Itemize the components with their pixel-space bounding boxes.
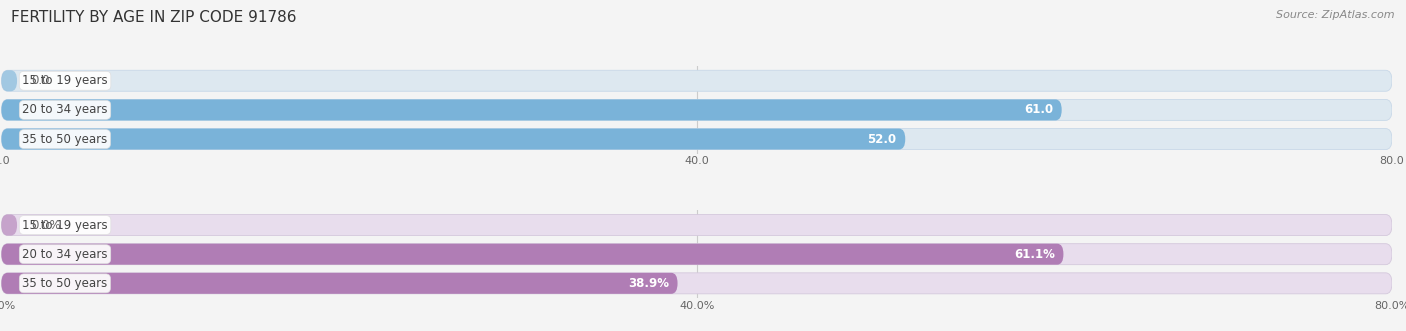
Text: FERTILITY BY AGE IN ZIP CODE 91786: FERTILITY BY AGE IN ZIP CODE 91786 (11, 10, 297, 25)
Text: 0.0: 0.0 (31, 74, 49, 87)
FancyBboxPatch shape (1, 273, 1392, 294)
Text: 15 to 19 years: 15 to 19 years (22, 218, 108, 232)
Text: 38.9%: 38.9% (628, 277, 669, 290)
Text: 0.0%: 0.0% (31, 218, 60, 232)
FancyBboxPatch shape (1, 244, 1063, 265)
Text: 15 to 19 years: 15 to 19 years (22, 74, 108, 87)
FancyBboxPatch shape (1, 214, 17, 236)
Text: 35 to 50 years: 35 to 50 years (22, 132, 107, 146)
FancyBboxPatch shape (1, 70, 1392, 91)
Text: 20 to 34 years: 20 to 34 years (22, 248, 108, 261)
FancyBboxPatch shape (1, 273, 678, 294)
FancyBboxPatch shape (1, 128, 1392, 150)
Text: 61.0: 61.0 (1024, 103, 1053, 117)
FancyBboxPatch shape (1, 128, 905, 150)
FancyBboxPatch shape (1, 70, 17, 91)
Text: 20 to 34 years: 20 to 34 years (22, 103, 108, 117)
FancyBboxPatch shape (1, 244, 1392, 265)
Text: 61.1%: 61.1% (1014, 248, 1054, 261)
FancyBboxPatch shape (1, 99, 1392, 120)
Text: 52.0: 52.0 (868, 132, 897, 146)
Text: Source: ZipAtlas.com: Source: ZipAtlas.com (1277, 10, 1395, 20)
Text: 35 to 50 years: 35 to 50 years (22, 277, 107, 290)
FancyBboxPatch shape (1, 99, 1062, 120)
FancyBboxPatch shape (1, 214, 1392, 236)
